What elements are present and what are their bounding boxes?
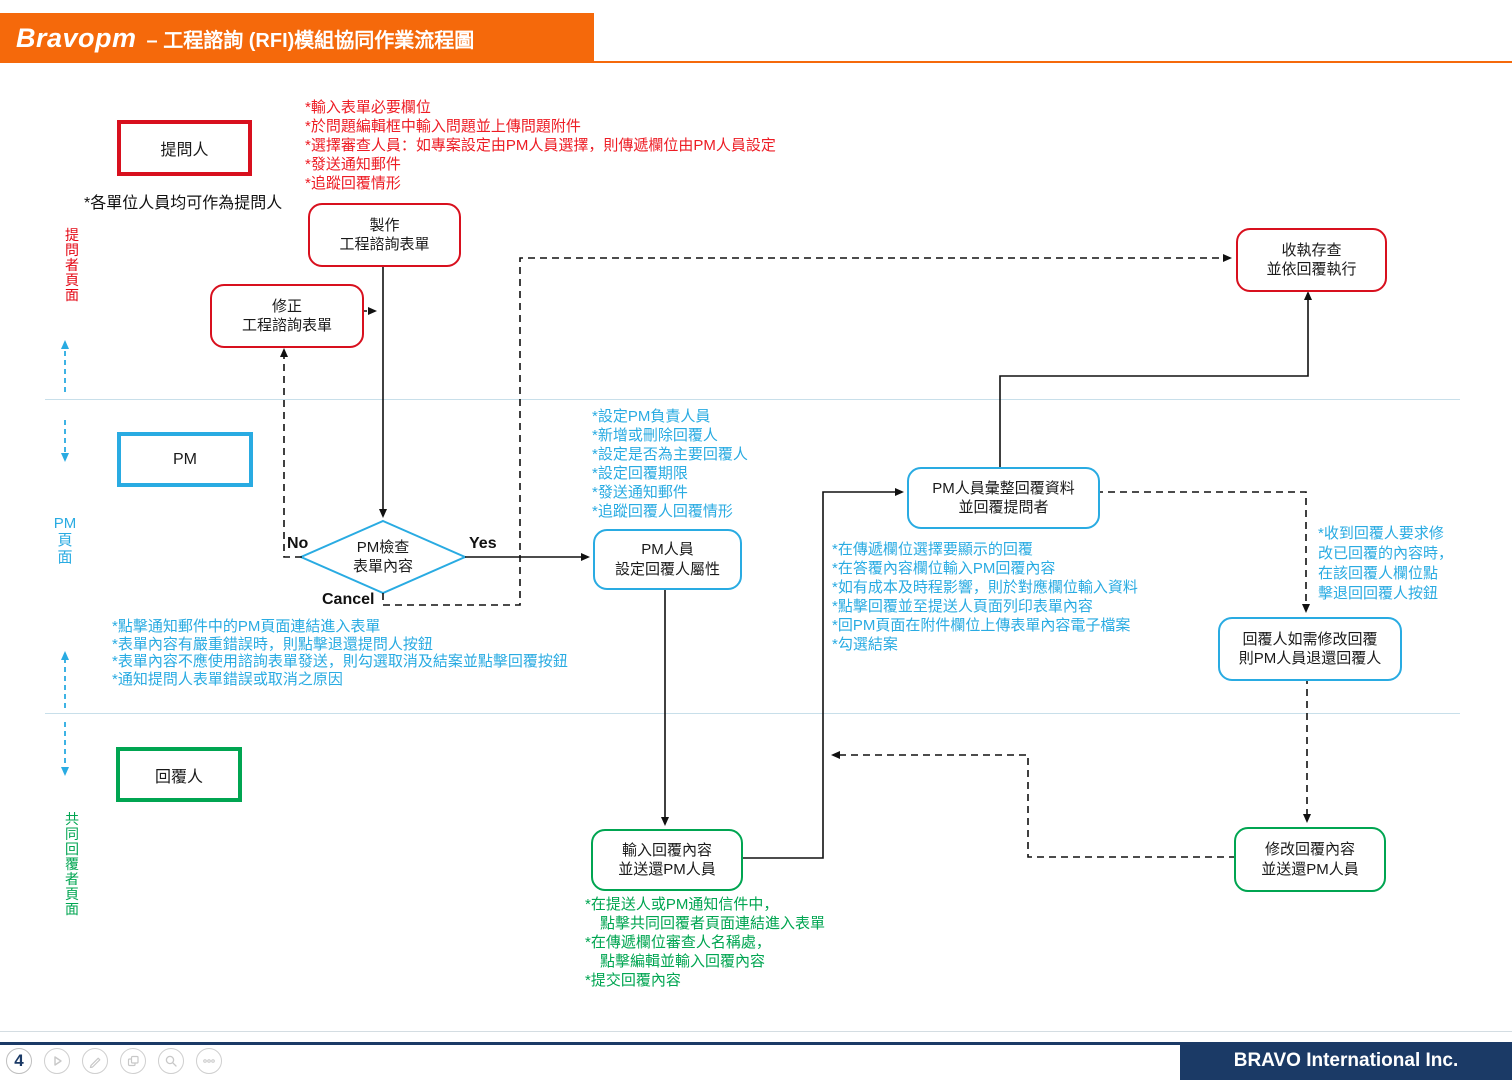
node-receive-file: 收執存查 並依回覆執行: [1236, 228, 1387, 292]
lane-label-responder: 共 同 回 覆 者 頁 面: [65, 811, 79, 917]
edge-consolidate-to-return: [1096, 491, 1310, 613]
role-pm-label: PM: [173, 450, 197, 468]
role-responder-label: 回覆人: [154, 768, 203, 786]
footer-divider: [0, 1031, 1512, 1032]
more-icon: [203, 1059, 215, 1063]
role-box-responder: 回覆人: [116, 747, 242, 802]
annotation-questioner: *輸入表單必要欄位 *於問題編輯框中輸入問題並上傳問題附件 *選擇審查人員：如專…: [305, 99, 776, 192]
pencil-icon: [89, 1057, 101, 1068]
footer-rule: [0, 1042, 1180, 1045]
lane-label-questioner: 提 問 者 頁 面: [65, 227, 79, 303]
slides-icon: [127, 1055, 139, 1067]
edge-cancel-to-receive: [382, 254, 1232, 606]
lane-divider-2: [45, 713, 1460, 714]
brand-name: BRAVO International Inc.: [1233, 1050, 1459, 1071]
annotation-pm-setup: *設定PM負責人員 *新增或刪除回覆人 *設定是否為主要回覆人 *設定回覆期限 …: [592, 408, 748, 520]
slides-button[interactable]: [120, 1048, 146, 1074]
annotation-pm-return: *收到回覆人要求修 改已回覆的內容時， 在該回覆人欄位點 擊退回回覆人按鈕: [1318, 525, 1454, 602]
annotation-pm-consolidate: *在傳遞欄位選擇要顯示的回覆 *在答覆內容欄位輸入PM回覆內容 *如有成本及時程…: [832, 541, 1138, 653]
edge-label-yes: Yes: [469, 535, 497, 552]
edge-consolidate-to-receive: [999, 291, 1312, 467]
page-number: 4: [14, 1051, 24, 1070]
more-button[interactable]: [196, 1048, 222, 1074]
page-title: – 工程諮詢 (RFI)模組協同作業流程圖: [146, 29, 475, 52]
magnifier-icon: [165, 1055, 177, 1067]
node-revise-form: 修正 工程諮詢表單: [210, 284, 364, 348]
footer-brand-bar: BRAVO International Inc.: [1180, 1042, 1512, 1080]
lane-divider-1: [45, 399, 1460, 400]
role-questioner-label: 提問人: [160, 142, 209, 159]
node-create-form: 製作 工程諮詢表單: [308, 203, 461, 267]
edit-button[interactable]: [82, 1048, 108, 1074]
questioner-note: *各單位人員均可作為提問人: [84, 195, 283, 212]
title-bar: Bravopm – 工程諮詢 (RFI)模組協同作業流程圖: [0, 13, 594, 63]
edge-enterreply-to-consolidate: [739, 488, 904, 859]
node-pm-check-label: PM檢查 表單內容: [352, 538, 413, 576]
node-pm-consolidate: PM人員彙整回覆資料 並回覆提問者: [907, 467, 1100, 529]
title-underline: [594, 61, 1512, 63]
next-slide-icon: [54, 1056, 62, 1066]
edge-label-cancel: Cancel: [322, 591, 375, 608]
lane-label-pm: PM 頁 面: [53, 515, 77, 566]
edge-check-no-to-revise: [280, 348, 302, 558]
node-modify-reply: 修改回覆內容 並送還PM人員: [1234, 827, 1386, 892]
role-box-questioner: 提問人: [117, 120, 252, 176]
page-number-badge: 4: [6, 1048, 32, 1074]
next-slide-button[interactable]: [44, 1048, 70, 1074]
edge-label-no: No: [287, 535, 309, 552]
annotation-pm-actions: *點擊通知郵件中的PM頁面連結進入表單 *表單內容有嚴重錯誤時，則點擊退還提問人…: [112, 618, 568, 688]
zoom-button[interactable]: [158, 1048, 184, 1074]
annotation-responder: *在提送人或PM通知信件中， 點擊共同回覆者頁面連結進入表單 *在傳遞欄位審查人…: [585, 896, 826, 989]
node-pm-return: 回覆人如需修改回覆 則PM人員退還回覆人: [1218, 617, 1402, 681]
node-pm-set-attrs: PM人員 設定回覆人屬性: [593, 529, 742, 590]
role-box-pm: PM: [117, 432, 253, 487]
edge-modify-back-to-pm: [831, 751, 1236, 858]
product-logo: Bravopm: [16, 22, 137, 53]
node-enter-reply: 輸入回覆內容 並送還PM人員: [591, 829, 743, 891]
